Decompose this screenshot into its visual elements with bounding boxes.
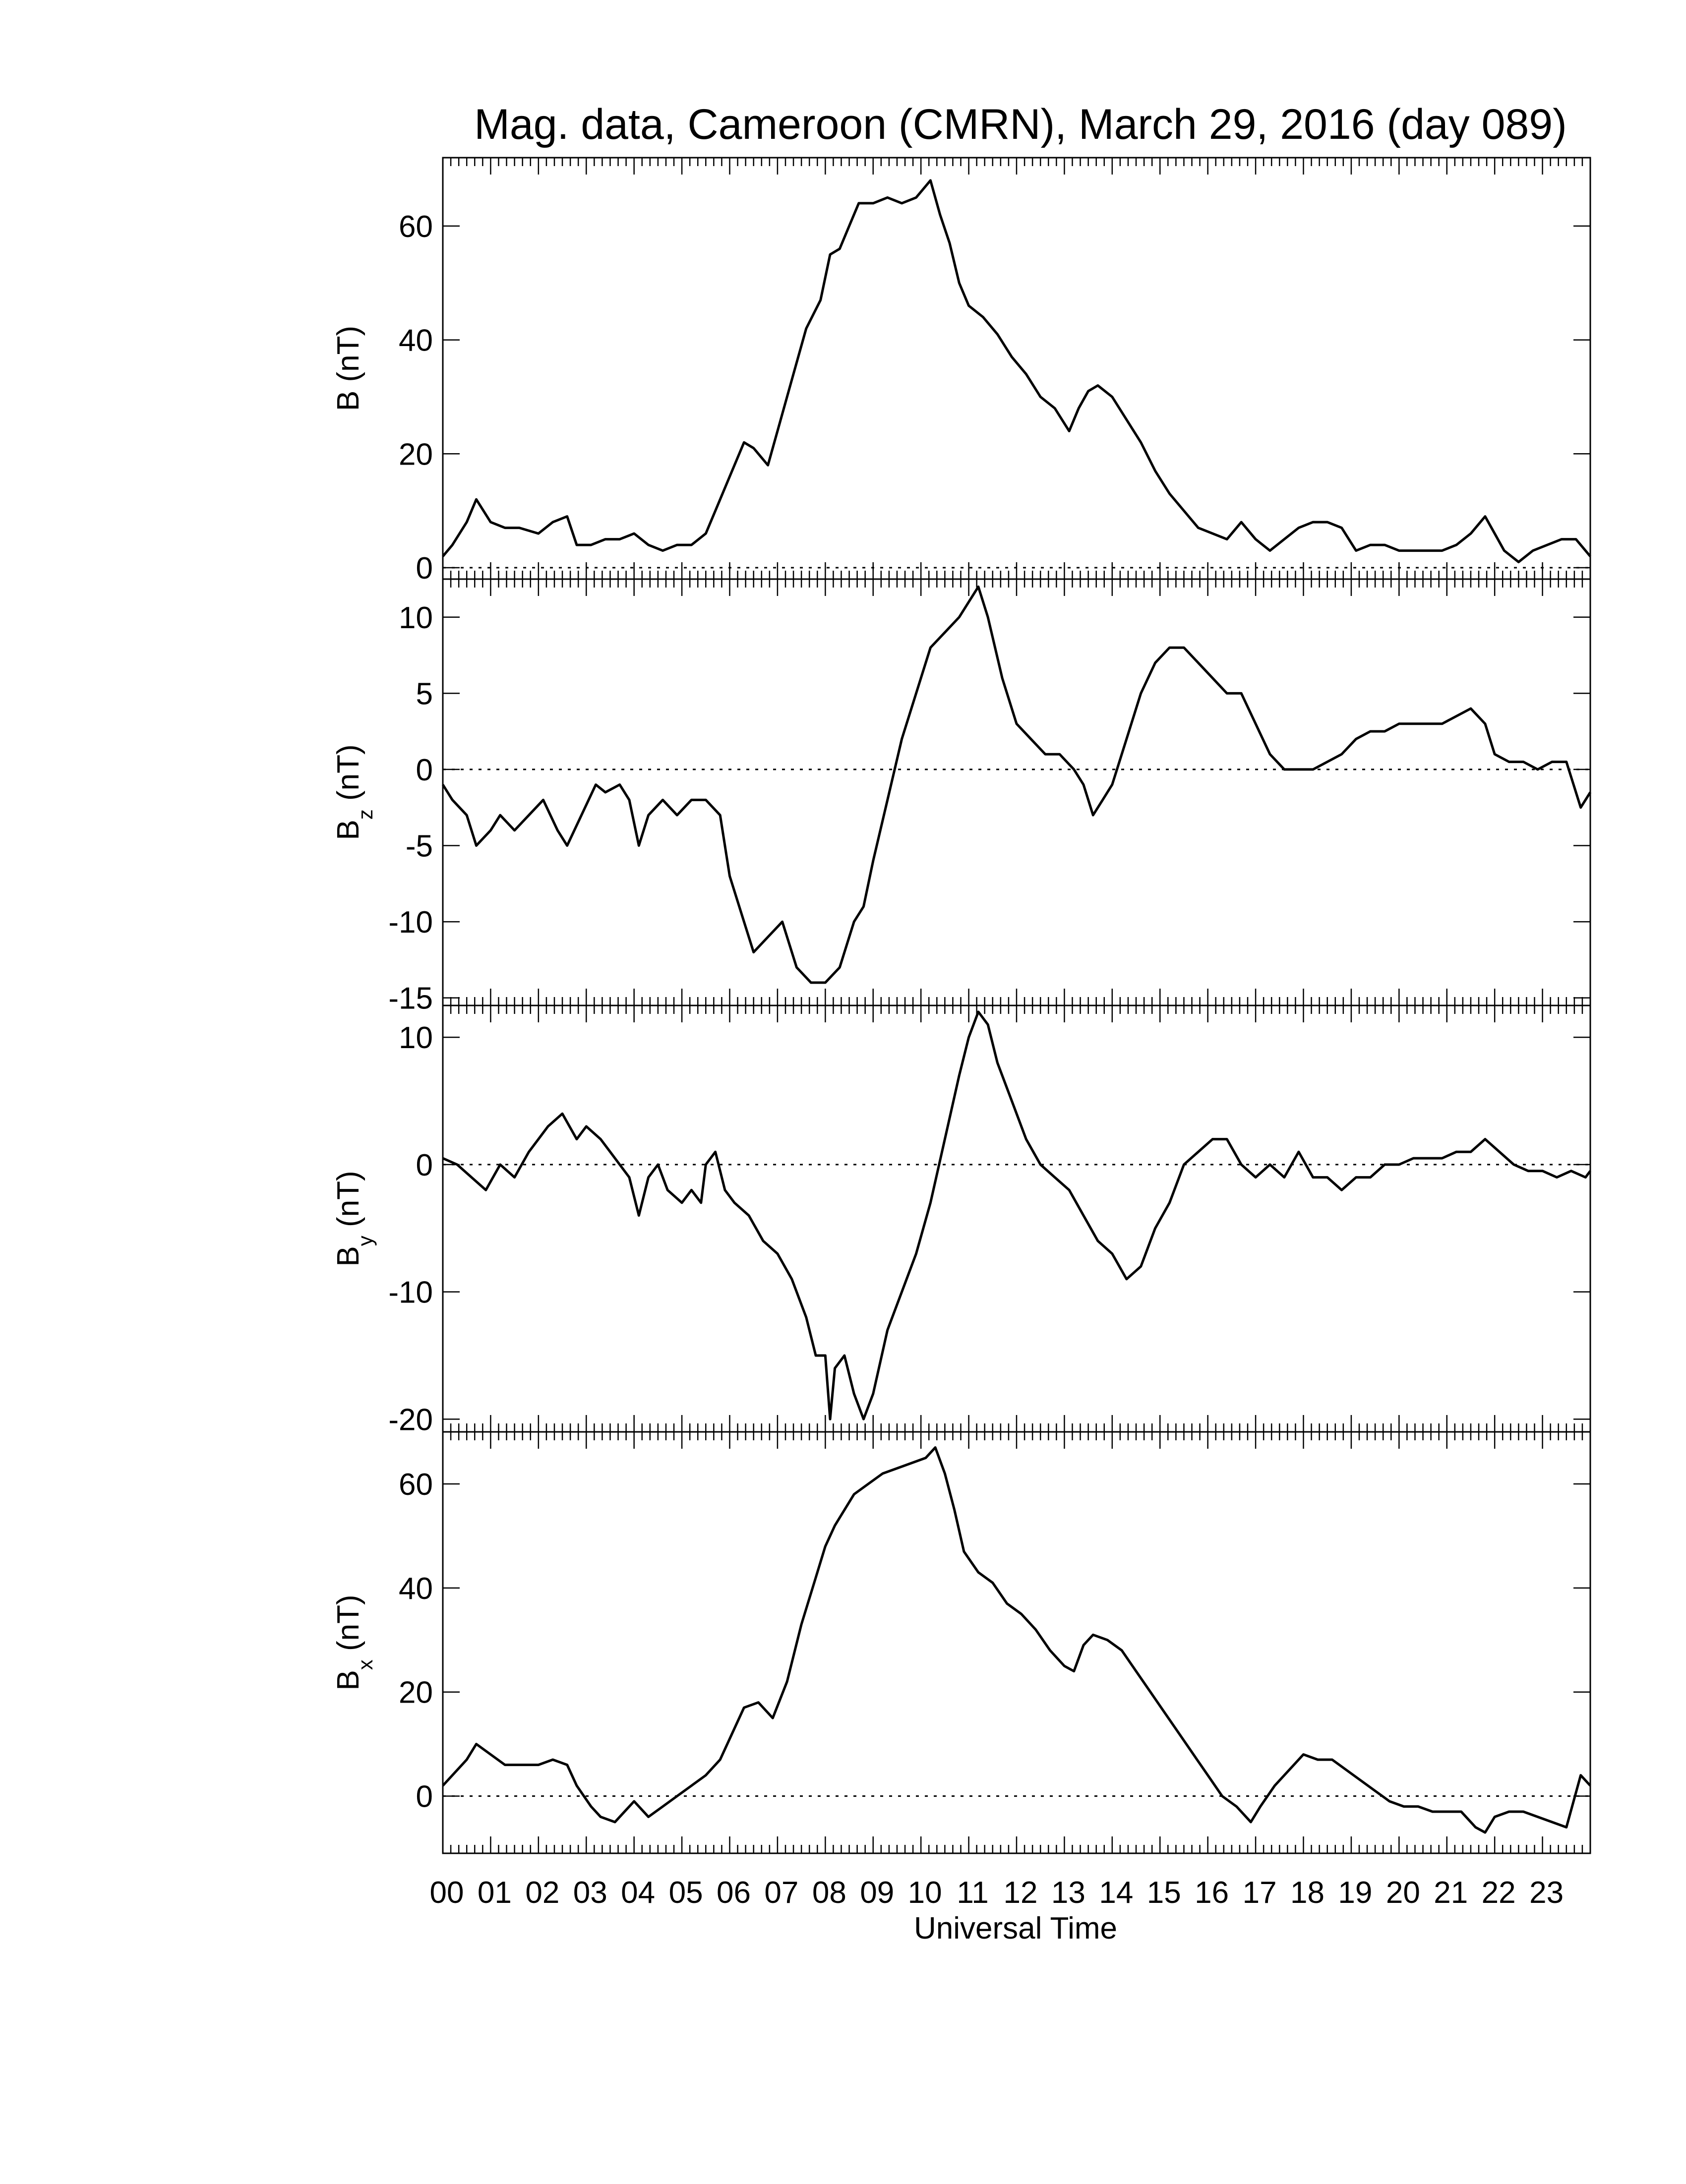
y-axis-label-main: B [331, 1246, 365, 1266]
y-axis-label-main: B [331, 391, 365, 411]
x-tick-label: 21 [1434, 1876, 1468, 1910]
y-axis-label: B (nT) [331, 326, 365, 411]
y-axis-label-unit: (nT) [331, 744, 365, 809]
x-tick-label: 09 [860, 1876, 894, 1910]
y-tick-label: -15 [388, 982, 433, 1016]
x-tick-label: 06 [717, 1876, 751, 1910]
x-tick-label: 18 [1290, 1876, 1325, 1910]
y-tick-label: -10 [388, 1276, 433, 1310]
x-axis-label: Universal Time [914, 1911, 1117, 1946]
x-tick-label: 10 [908, 1876, 942, 1910]
x-tick-label: 01 [478, 1876, 512, 1910]
x-tick-label: 19 [1338, 1876, 1372, 1910]
x-tick-label: 04 [621, 1876, 655, 1910]
panel-frame [442, 1431, 1591, 1854]
y-tick-label: 60 [399, 1468, 433, 1502]
y-tick-label: 20 [399, 1676, 433, 1710]
y-tick-label: 40 [399, 324, 433, 358]
x-tick-label: 13 [1051, 1876, 1085, 1910]
x-tick-label: 07 [764, 1876, 798, 1910]
panel-2: 10 5 0 -5 -10 -15 Bz (nT) [331, 578, 1592, 1016]
series-line-1 [442, 179, 1591, 563]
y-tick-label: -10 [388, 905, 433, 940]
y-axis-label-subscript: y [354, 1236, 377, 1246]
chart-title: Mag. data, Cameroon (CMRN), March 29, 20… [474, 101, 1567, 148]
y-tick-label: -20 [388, 1403, 433, 1437]
x-tick-label: 15 [1147, 1876, 1181, 1910]
series-line-1 [442, 1010, 1592, 1420]
y-tick-label: 60 [399, 210, 433, 244]
x-tick-label: 11 [957, 1876, 988, 1910]
y-axis-label-main: B [331, 1670, 365, 1690]
y-tick-label: 40 [399, 1572, 433, 1606]
x-tick-label: 17 [1243, 1876, 1277, 1910]
x-tick-labels: 00 01 02 03 04 05 06 07 08 09 10 11 12 13 14 15 16 17 18 19… [430, 1876, 1564, 1910]
series-line-1 [442, 1446, 1591, 1834]
x-tick-label: 02 [525, 1876, 559, 1910]
x-tick-label: 14 [1099, 1876, 1133, 1910]
panel-frame [442, 578, 1591, 1006]
y-tick-label: 10 [399, 601, 433, 635]
y-tick-label: -5 [406, 829, 433, 864]
y-tick-label: 20 [399, 437, 433, 472]
y-tick-label: 10 [399, 1021, 433, 1055]
y-axis-label-unit: (nT) [331, 326, 365, 391]
x-tick-label: 03 [573, 1876, 607, 1910]
y-tick-label: 5 [416, 677, 433, 711]
x-tick-label: 05 [669, 1876, 703, 1910]
y-axis-label-unit: (nT) [331, 1594, 365, 1659]
y-axis-label: Bz (nT) [331, 744, 377, 840]
y-tick-label: 0 [416, 551, 433, 586]
x-tick-label: 08 [812, 1876, 846, 1910]
panel-1: 0 20 40 60 B (nT) [331, 157, 1591, 586]
y-axis-label-subscript: z [354, 809, 377, 820]
x-tick-label: 20 [1386, 1876, 1420, 1910]
y-tick-label: 0 [416, 1780, 433, 1814]
panel-frame [442, 157, 1591, 580]
x-tick-label: 23 [1529, 1876, 1564, 1910]
series-line-1 [441, 585, 1592, 984]
x-tick-label: 22 [1482, 1876, 1516, 1910]
y-axis-label-main: B [331, 820, 365, 840]
x-tick-label: 16 [1195, 1876, 1229, 1910]
y-axis-label: Bx (nT) [331, 1594, 377, 1690]
panel-frame [442, 1004, 1591, 1433]
y-tick-label: 0 [416, 1148, 433, 1182]
x-tick-label: 00 [430, 1876, 464, 1910]
panel-4: 0 20 40 60 Bx (nT) [331, 1431, 1591, 1854]
panel-3: 10 0 -10 -20 By (nT) [331, 1004, 1592, 1437]
x-tick-label: 12 [1004, 1876, 1038, 1910]
y-axis-label: By (nT) [331, 1171, 377, 1266]
y-axis-label-subscript: x [354, 1659, 377, 1670]
y-axis-label-unit: (nT) [331, 1171, 365, 1236]
y-tick-label: 0 [416, 753, 433, 787]
